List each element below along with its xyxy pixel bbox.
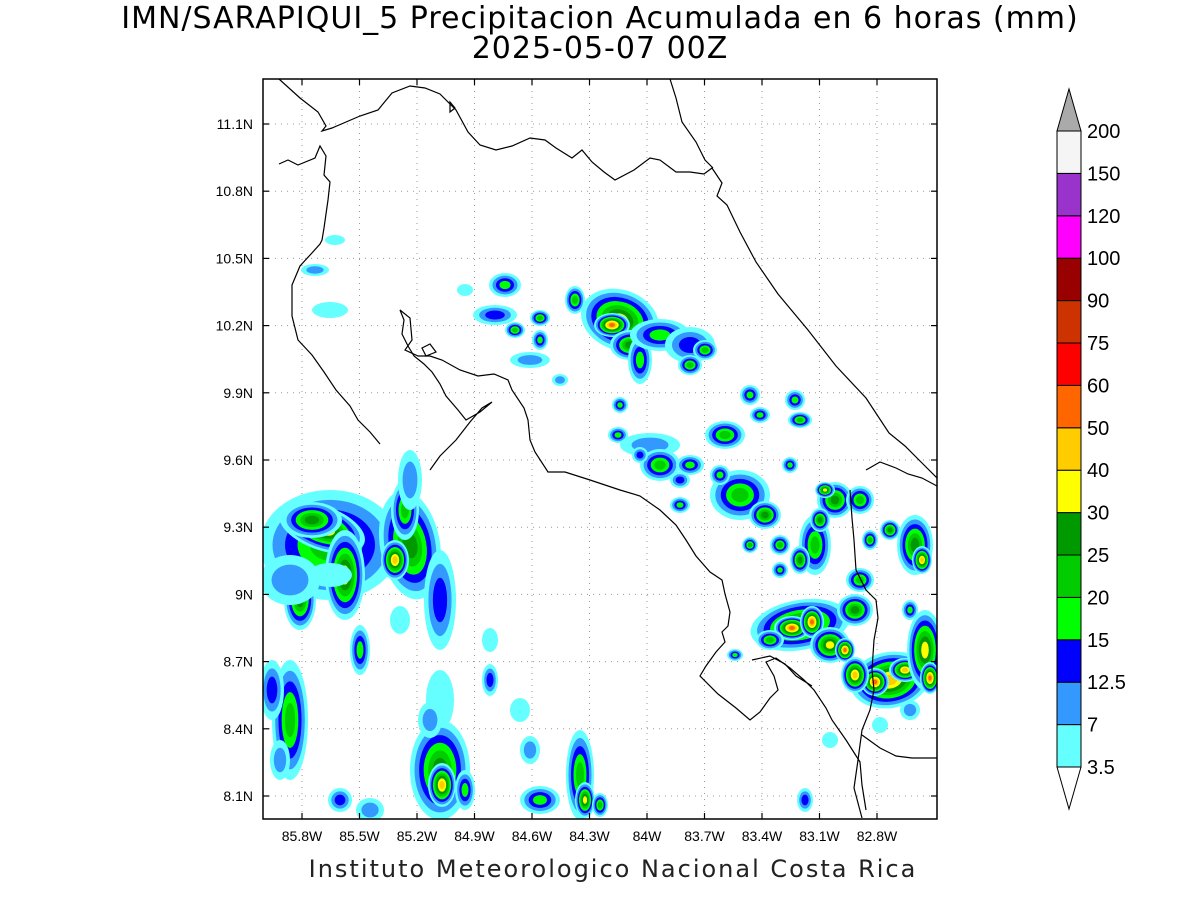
legend-label: 75	[1087, 333, 1109, 355]
lon-label: 84.6W	[512, 828, 553, 844]
map-title: IMN/SARAPIQUI_5 Precipitacion Acumulada …	[121, 1, 1079, 36]
graticule	[263, 79, 937, 819]
legend-label: 200	[1087, 121, 1120, 143]
panama-north-coast	[865, 461, 937, 487]
lat-label: 8.1N	[223, 788, 253, 804]
lat-label: 10.5N	[216, 250, 253, 266]
lon-label: 83.1W	[799, 828, 840, 844]
legend-swatch	[1056, 172, 1082, 217]
lat-label: 10.2N	[216, 318, 253, 334]
inner-island	[421, 343, 437, 357]
legend-label: 3.5	[1087, 757, 1115, 779]
legend-lower-arrow	[1056, 766, 1082, 811]
color-legend: 3.5 7 12.5 15 20 25 30 40 50 60 75 90 100 120 150 200	[1056, 87, 1126, 811]
legend-label: 25	[1087, 545, 1109, 567]
legend-swatch	[1056, 342, 1082, 386]
legend-label: 120	[1087, 206, 1120, 228]
lat-label: 9.9N	[223, 385, 253, 401]
lat-label: 8.7N	[223, 654, 253, 670]
lon-label: 85.5W	[339, 828, 380, 844]
lon-label: 84W	[633, 828, 663, 844]
coastlines-borders	[278, 79, 937, 819]
legend-label: 50	[1087, 418, 1109, 440]
legend-label: 40	[1087, 460, 1109, 482]
lat-label: 9.6N	[223, 452, 253, 468]
legend-label: 60	[1087, 375, 1109, 397]
precipitation-field	[263, 235, 937, 819]
lon-label: 83.7W	[684, 828, 725, 844]
legend-upper-arrow	[1056, 87, 1082, 132]
legend-swatch	[1056, 554, 1082, 598]
nicaragua-lake-shore	[669, 79, 714, 169]
legend-swatch	[1056, 215, 1082, 259]
lon-label: 82.8W	[857, 828, 898, 844]
legend-label: 30	[1087, 503, 1109, 525]
legend-swatch	[1056, 681, 1082, 726]
lat-label: 10.8N	[216, 183, 253, 199]
nicaragua-coast	[278, 79, 937, 479]
lat-label: 9N	[235, 586, 253, 602]
legend-swatch	[1056, 300, 1082, 344]
legend-swatch	[1056, 639, 1082, 683]
legend-label: 20	[1087, 587, 1109, 609]
lon-label: 85.2W	[397, 828, 438, 844]
legend-label: 7	[1087, 715, 1098, 737]
legend-swatch	[1056, 130, 1082, 174]
costa-rica-panama-border	[849, 489, 879, 819]
lon-label: 85.8W	[282, 828, 323, 844]
legend-swatch	[1056, 512, 1082, 556]
legend-label: 15	[1087, 630, 1109, 652]
island	[449, 100, 456, 114]
legend-label: 150	[1087, 163, 1120, 185]
lon-label: 84.9W	[454, 828, 495, 844]
legend-swatch	[1056, 596, 1082, 641]
legend-swatch	[1056, 469, 1082, 514]
legend-swatch	[1056, 257, 1082, 302]
legend-label: 90	[1087, 291, 1109, 313]
plot-frame	[262, 78, 938, 820]
lat-label: 8.4N	[223, 721, 253, 737]
panama-coast-south	[861, 734, 937, 759]
legend-swatch	[1056, 724, 1082, 768]
lat-label: 9.3N	[223, 519, 253, 535]
map-datetime: 2025-05-07 00Z	[471, 31, 729, 66]
axes: 11.1N 10.8N 10.5N 10.2N 9.9N 9.6N 9.3N 9N 8.7N 8.…	[216, 79, 937, 844]
legend-label: 100	[1087, 248, 1120, 270]
lat-label: 11.1N	[217, 116, 253, 132]
footer-credit: Instituto Meteorologico Nacional Costa R…	[308, 855, 918, 883]
pacific-coast-north	[278, 144, 381, 445]
lon-label: 83.4W	[742, 828, 783, 844]
legend-swatch	[1056, 427, 1082, 471]
lon-label: 84.3W	[569, 828, 610, 844]
osa-peninsula	[751, 655, 813, 687]
nicoya-peninsula	[399, 309, 493, 471]
nicoya-gulf-coast	[399, 309, 867, 811]
legend-swatch	[1056, 384, 1082, 429]
legend-label: 12.5	[1087, 672, 1126, 694]
